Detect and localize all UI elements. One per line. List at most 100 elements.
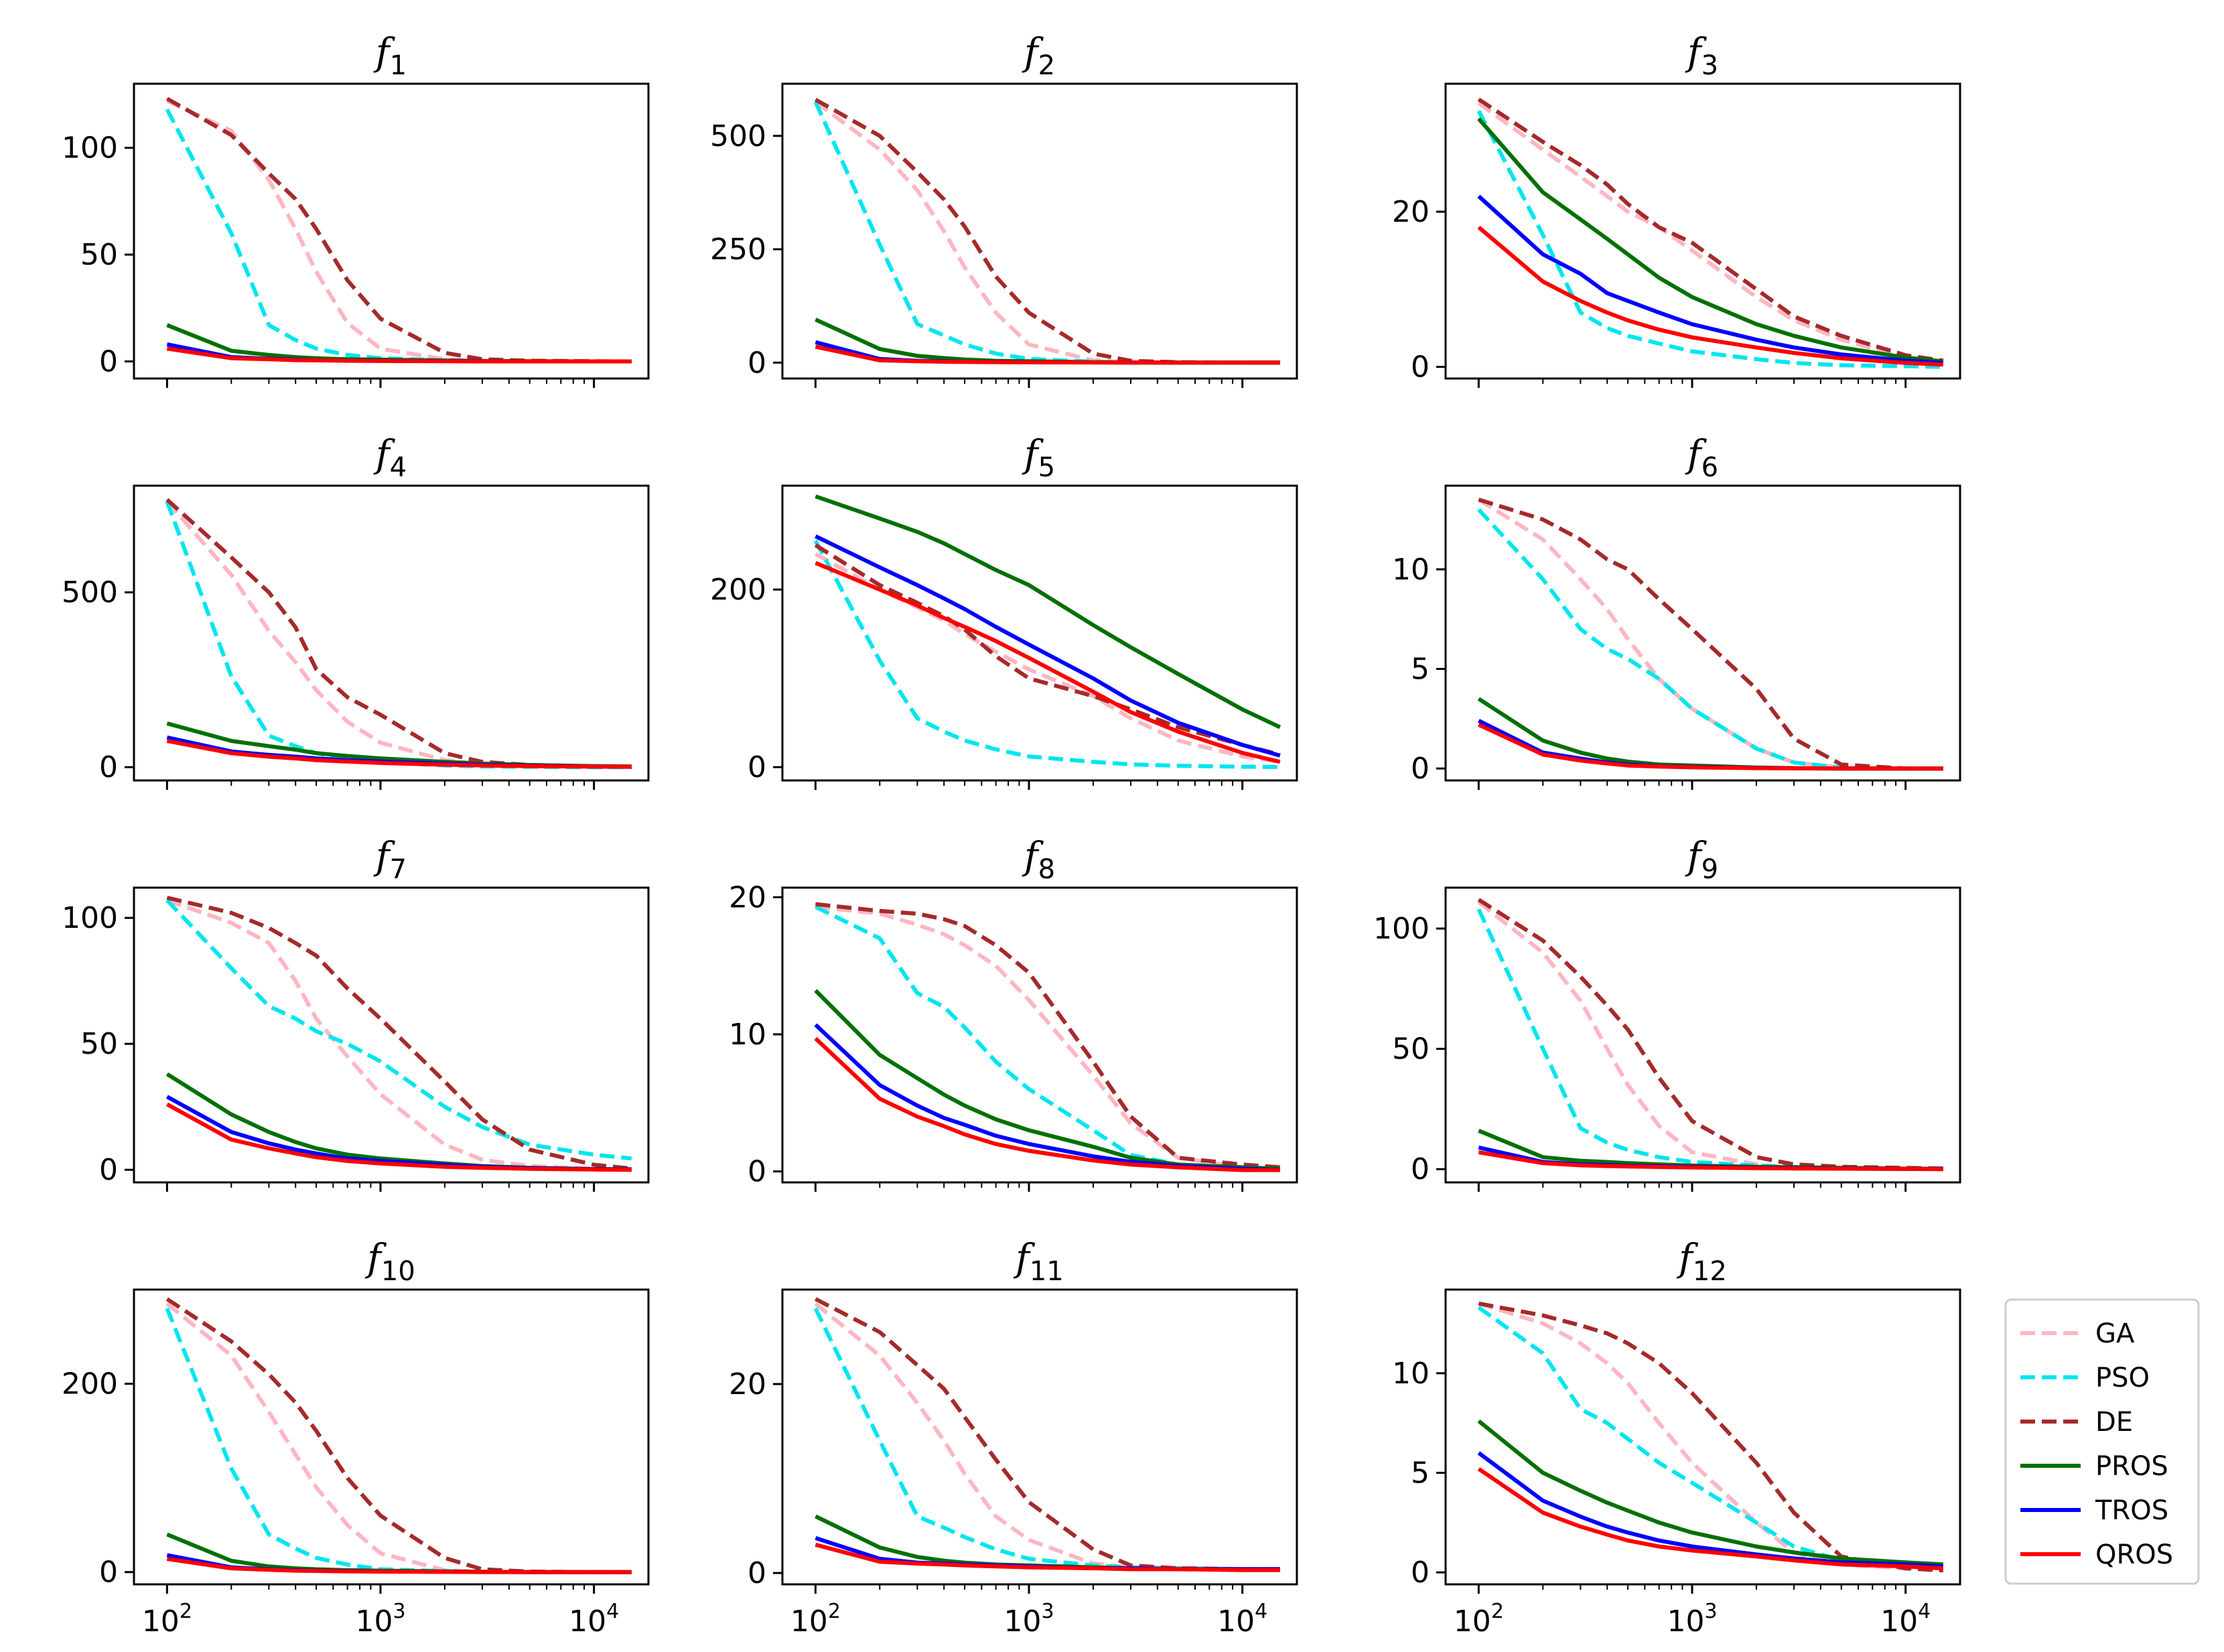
subplot-f10: 0 200 102 103 104 f10 [62,1237,650,1639]
series-group [165,896,632,1172]
y-tick-label: 0 [99,1556,118,1590]
subplot-title: f9 [1685,835,1718,885]
series-line-qros [166,346,632,364]
series-line-pso [165,108,632,364]
series-line-ga [814,552,1281,764]
series-group [165,1297,632,1574]
y-tick-label: 0 [99,344,118,378]
series-group [165,96,632,364]
y-tick-label: 50 [1392,1032,1430,1066]
series-line-de [166,896,632,1171]
series-line-de [815,902,1281,1170]
series-line-tros [815,534,1281,758]
subplot-title: f7 [373,835,407,885]
y-tick-label: 10 [1392,1357,1430,1391]
series-line-pso [1476,110,1943,369]
legend-label-de: DE [2095,1407,2133,1438]
subplot-f12: 0 5 10 102 103 104 f12 [1392,1237,1961,1639]
series-line-de [1478,1301,1943,1573]
series-line-pso [165,898,632,1161]
series-line-pso [1477,508,1943,771]
y-tick-label: 0 [1411,752,1430,786]
y-tick-label: 0 [1411,1152,1430,1186]
y-tick-label: 0 [748,1155,766,1189]
subplot-grid: 050100f10250500f2020f30500f40200f50510f6… [62,31,1961,1639]
x-tick-label: 103 [355,1600,405,1639]
legend-label-pso: PSO [2095,1363,2150,1393]
subplot-title: f11 [1013,1237,1064,1287]
y-tick-label: 50 [80,1027,118,1061]
axes-frame [133,1288,650,1586]
series-group [1476,97,1944,369]
axes-frame [133,484,650,782]
series-line-ga [1477,498,1943,771]
series-line-ga [815,904,1280,1171]
series-group [1477,497,1943,771]
series-line-pros [814,989,1280,1171]
series-line-de [815,1297,1280,1572]
series-line-de [1477,898,1943,1171]
axes-frame [781,484,1298,782]
series-line-qros [165,1102,632,1172]
series-line-de [165,498,632,769]
subplot-f1: 0 50 100 f1 [62,31,650,388]
y-tick-label: 20 [729,880,766,914]
x-tick-label: 102 [1454,1600,1504,1639]
series-line-qros [1477,225,1943,367]
series-line-qros [815,561,1281,764]
y-tick-label: 100 [62,901,118,935]
axes-frame [781,1288,1298,1586]
series-line-pros [165,1072,632,1172]
y-tick-label: 0 [1411,350,1430,385]
legend-label-ga: GA [2095,1318,2135,1349]
series-line-ga [1477,101,1944,364]
series-line-pros [1477,117,1944,364]
subplot-f6: 0 5 10 f6 [1392,433,1961,790]
x-tick-label: 102 [790,1600,841,1639]
series-line-pso [813,539,1280,769]
subplot-title: f8 [1022,835,1055,885]
subplot-f11: 0 20 102 103 104 f11 [729,1237,1298,1639]
y-tick-label: 0 [748,750,766,784]
series-line-pros [1477,1419,1943,1567]
subplot-title: f3 [1685,31,1718,81]
legend: GA PSO DE PROS TROS QROS [2004,1298,2200,1585]
series-line-tros [1477,1451,1943,1569]
series-line-qros [815,344,1280,365]
subplot-f3: 0 20 f3 [1392,31,1961,388]
y-tick-label: 5 [1411,652,1430,687]
axes-frame [1444,82,1961,380]
series-line-ga [814,100,1280,365]
series-line-ga [165,500,632,770]
series-line-pros [166,721,632,769]
legend-frame [2004,1298,2200,1585]
series-group [813,98,1280,365]
subplot-f7: 0 50 100 f7 [62,835,650,1192]
series-line-pros [1477,697,1943,771]
y-tick-label: 0 [1411,1556,1430,1590]
x-tick-label: 104 [1217,1600,1267,1639]
series-line-ga [1478,1301,1943,1573]
series-line-de [1478,497,1943,771]
y-tick-label: 250 [710,232,766,267]
series-line-de [1477,97,1944,363]
y-tick-label: 100 [1373,912,1430,946]
series-group [165,498,632,770]
series-line-qros [166,739,632,769]
series-line-ga [166,98,632,364]
subplot-f2: 0 250 500 f2 [710,31,1298,388]
y-tick-label: 200 [62,1367,118,1401]
y-tick-label: 0 [748,346,766,380]
x-tick-label: 104 [569,1600,619,1639]
y-tick-label: 0 [748,1556,766,1590]
axes-frame [1444,484,1961,782]
series-line-pso [1477,1306,1943,1571]
x-tick-label: 104 [1880,1600,1931,1639]
axes-frame [781,82,1298,380]
series-group [1476,898,1943,1172]
subplot-title: f10 [364,1237,415,1287]
series-line-qros [815,1542,1280,1572]
series-line-de [814,98,1280,365]
series-line-pso [815,905,1280,1171]
legend-label-pros: PROS [2095,1451,2168,1482]
